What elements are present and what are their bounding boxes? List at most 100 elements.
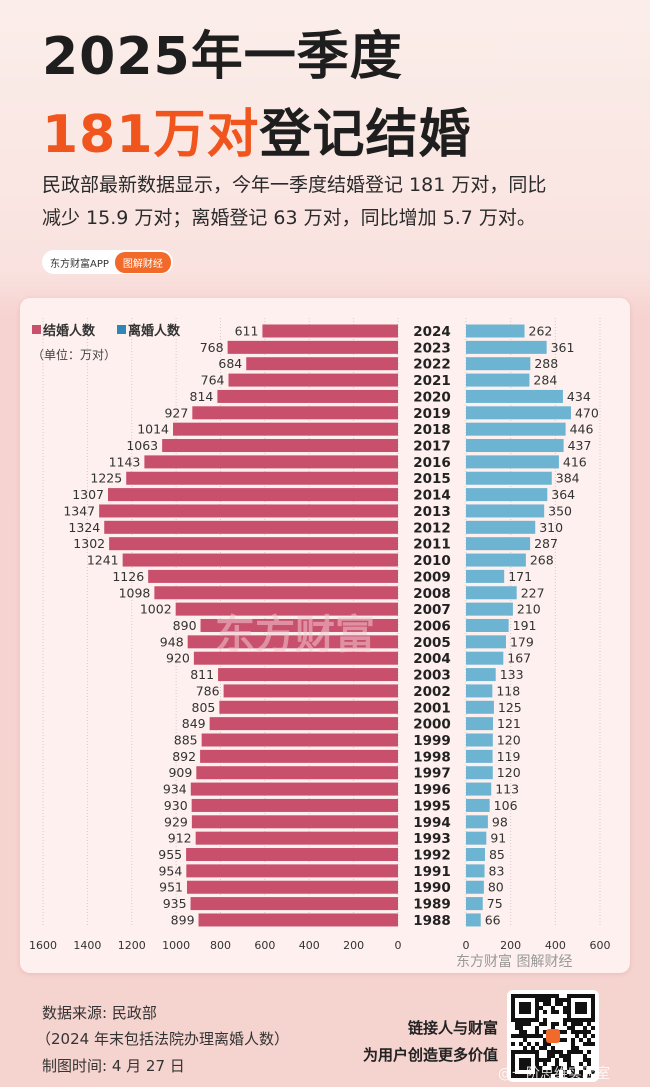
year-label: 2019 xyxy=(413,406,451,422)
marriage-bar xyxy=(109,537,399,551)
marriage-value-label: 909 xyxy=(168,765,192,780)
marriage-value-label: 890 xyxy=(173,618,197,633)
left-axis-tick: 0 xyxy=(395,939,402,952)
marriage-value-label: 934 xyxy=(163,782,187,797)
divorce-value-label: 191 xyxy=(513,618,537,633)
marriage-value-label: 927 xyxy=(164,405,188,420)
marriage-bar xyxy=(191,815,398,829)
year-label: 1996 xyxy=(413,782,451,798)
year-label: 2017 xyxy=(413,439,451,455)
title-highlight: 181万对 xyxy=(42,105,260,165)
year-label: 2024 xyxy=(413,324,451,340)
marriage-value-label: 948 xyxy=(160,634,184,649)
marriage-bar xyxy=(227,340,398,354)
subtitle-line-1: 民政部最新数据显示，今年一季度结婚登记 181 万对，同比 xyxy=(42,174,547,196)
year-label: 2015 xyxy=(413,471,451,487)
divorce-value-label: 284 xyxy=(533,373,557,388)
divorce-value-label: 125 xyxy=(498,700,522,715)
marriage-bar xyxy=(200,749,398,763)
marriage-bar xyxy=(154,586,398,600)
marriage-bar xyxy=(104,520,399,534)
divorce-bar xyxy=(466,586,517,600)
marriage-bar xyxy=(99,504,399,518)
marriage-value-label: 611 xyxy=(235,324,259,339)
marriage-value-label: 786 xyxy=(196,683,220,698)
year-label: 2022 xyxy=(413,357,451,373)
divorce-bar xyxy=(466,651,504,665)
year-label: 2013 xyxy=(413,504,451,520)
divorce-bar xyxy=(466,618,509,632)
marriage-bar xyxy=(228,373,398,387)
marriage-bar xyxy=(201,733,398,747)
marriage-bar xyxy=(195,831,398,845)
divorce-value-label: 106 xyxy=(494,798,518,813)
marriage-bar xyxy=(218,668,398,682)
marriage-value-label: 814 xyxy=(190,389,214,404)
marriage-value-label: 912 xyxy=(168,831,192,846)
divorce-value-label: 262 xyxy=(529,324,553,339)
title-rest: 登记结婚 xyxy=(259,105,472,165)
right-axis-tick: 0 xyxy=(463,939,470,952)
year-label: 2011 xyxy=(413,537,451,553)
slogan-2: 为用户创造更多价值 xyxy=(362,1046,498,1064)
marriage-bar xyxy=(191,798,398,812)
divorce-bar xyxy=(466,749,493,763)
left-axis-tick: 1200 xyxy=(118,939,146,952)
left-axis-tick: 600 xyxy=(254,939,275,952)
year-label: 2012 xyxy=(413,520,451,536)
marriage-bar xyxy=(262,324,398,338)
year-label: 1997 xyxy=(413,766,451,782)
divorce-value-label: 210 xyxy=(517,602,541,617)
divorce-value-label: 434 xyxy=(567,389,591,404)
marriage-value-label: 1143 xyxy=(109,454,141,469)
year-label: 2021 xyxy=(413,373,451,389)
marriage-value-label: 899 xyxy=(171,912,195,927)
divorce-value-label: 119 xyxy=(497,749,521,764)
marriage-bar xyxy=(192,406,398,420)
divorce-bar xyxy=(466,766,493,780)
left-axis-tick: 800 xyxy=(210,939,231,952)
divorce-bar xyxy=(466,668,496,682)
divorce-value-label: 287 xyxy=(534,536,558,551)
year-label: 1994 xyxy=(413,815,451,831)
divorce-value-label: 118 xyxy=(496,683,520,698)
divorce-bar xyxy=(466,373,530,387)
marriage-value-label: 1324 xyxy=(68,520,100,535)
divorce-bar xyxy=(466,537,531,551)
marriage-value-label: 951 xyxy=(159,880,183,895)
divorce-value-label: 66 xyxy=(485,912,501,927)
divorce-bar xyxy=(466,700,494,714)
divorce-bar xyxy=(466,471,552,485)
marriage-value-label: 929 xyxy=(164,814,188,829)
butterfly-chart: 611 2024 262 768 2023 361 684 2022 288 764 2021 284… xyxy=(29,318,611,970)
marriage-bar xyxy=(200,618,398,632)
divorce-value-label: 384 xyxy=(556,471,580,486)
marriage-bar xyxy=(148,569,398,583)
divorce-value-label: 416 xyxy=(563,454,587,469)
divorce-value-label: 446 xyxy=(570,422,594,437)
year-label: 1990 xyxy=(413,880,451,896)
divorce-value-label: 91 xyxy=(490,831,506,846)
marriage-bar xyxy=(122,553,398,567)
divorce-bar xyxy=(466,848,485,862)
marriage-value-label: 1302 xyxy=(73,536,105,551)
divorce-bar xyxy=(466,406,571,420)
year-label: 2007 xyxy=(413,602,451,618)
divorce-bar xyxy=(466,913,481,927)
chart-card: 611 2024 262 768 2023 361 684 2022 288 764 2021 284… xyxy=(20,298,630,973)
year-label: 1995 xyxy=(413,798,451,814)
marriage-value-label: 1225 xyxy=(90,471,122,486)
divorce-bar xyxy=(466,324,525,338)
left-axis-tick: 1400 xyxy=(73,939,101,952)
marriage-bar xyxy=(186,848,398,862)
divorce-value-label: 85 xyxy=(489,847,505,862)
divorce-value-label: 98 xyxy=(492,814,508,829)
divorce-bar xyxy=(466,340,547,354)
note: （2024 年末包括法院办理离婚人数） xyxy=(36,1030,289,1048)
marriage-bar xyxy=(219,700,398,714)
year-label: 1992 xyxy=(413,848,451,864)
marriage-value-label: 1098 xyxy=(119,585,151,600)
divorce-bar xyxy=(466,880,484,894)
unit-label: （单位：万对） xyxy=(32,347,116,362)
year-label: 2016 xyxy=(413,455,451,471)
